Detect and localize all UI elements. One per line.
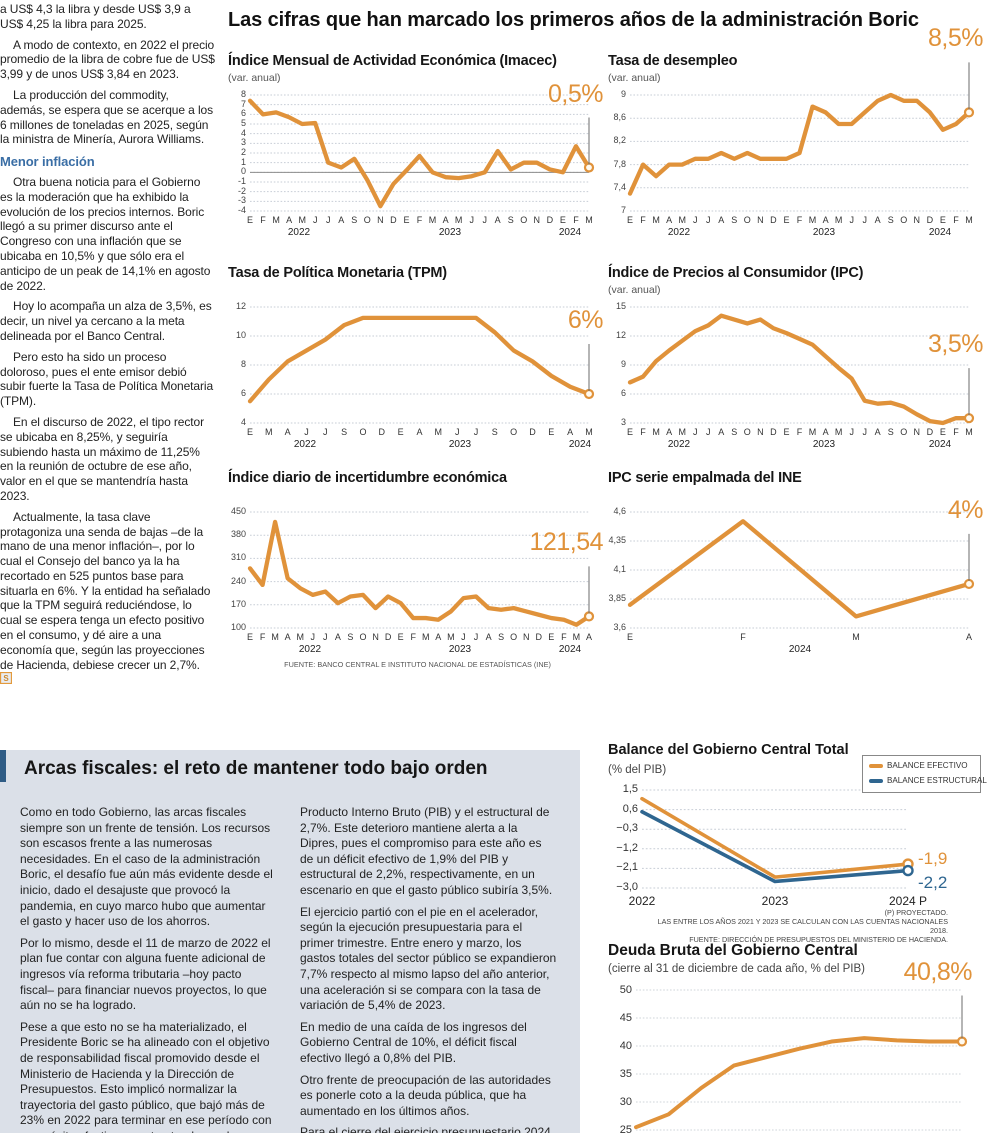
svg-text:S: S — [3, 674, 9, 683]
